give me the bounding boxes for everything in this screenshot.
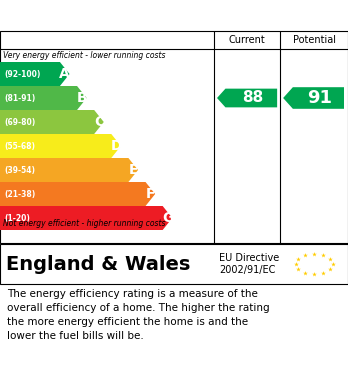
Polygon shape — [0, 182, 155, 206]
Polygon shape — [0, 134, 121, 158]
Text: (69-80): (69-80) — [4, 118, 35, 127]
Text: (1-20): (1-20) — [4, 213, 30, 222]
Text: G: G — [162, 211, 173, 225]
Text: F: F — [145, 187, 155, 201]
Text: Not energy efficient - higher running costs: Not energy efficient - higher running co… — [3, 219, 166, 228]
Text: 88: 88 — [242, 90, 263, 106]
Text: D: D — [110, 139, 122, 153]
Text: (21-38): (21-38) — [4, 190, 35, 199]
Text: (55-68): (55-68) — [4, 142, 35, 151]
Polygon shape — [0, 86, 87, 110]
Text: Current: Current — [229, 35, 266, 45]
Polygon shape — [217, 89, 277, 108]
Text: C: C — [94, 115, 104, 129]
Text: Very energy efficient - lower running costs: Very energy efficient - lower running co… — [3, 51, 166, 60]
Polygon shape — [0, 158, 138, 182]
Text: Potential: Potential — [293, 35, 335, 45]
Polygon shape — [283, 87, 344, 109]
Text: (81-91): (81-91) — [4, 93, 35, 102]
Polygon shape — [0, 62, 70, 86]
Polygon shape — [0, 206, 172, 230]
Text: (39-54): (39-54) — [4, 165, 35, 174]
Text: Energy Efficiency Rating: Energy Efficiency Rating — [10, 7, 220, 23]
Text: The energy efficiency rating is a measure of the
overall efficiency of a home. T: The energy efficiency rating is a measur… — [7, 289, 270, 341]
Polygon shape — [0, 110, 104, 134]
Text: EU Directive
2002/91/EC: EU Directive 2002/91/EC — [219, 253, 279, 275]
Text: B: B — [77, 91, 87, 105]
Text: 91: 91 — [307, 89, 332, 107]
Text: (92-100): (92-100) — [4, 70, 40, 79]
Text: A: A — [60, 67, 70, 81]
Text: E: E — [128, 163, 138, 177]
Text: England & Wales: England & Wales — [6, 255, 190, 273]
